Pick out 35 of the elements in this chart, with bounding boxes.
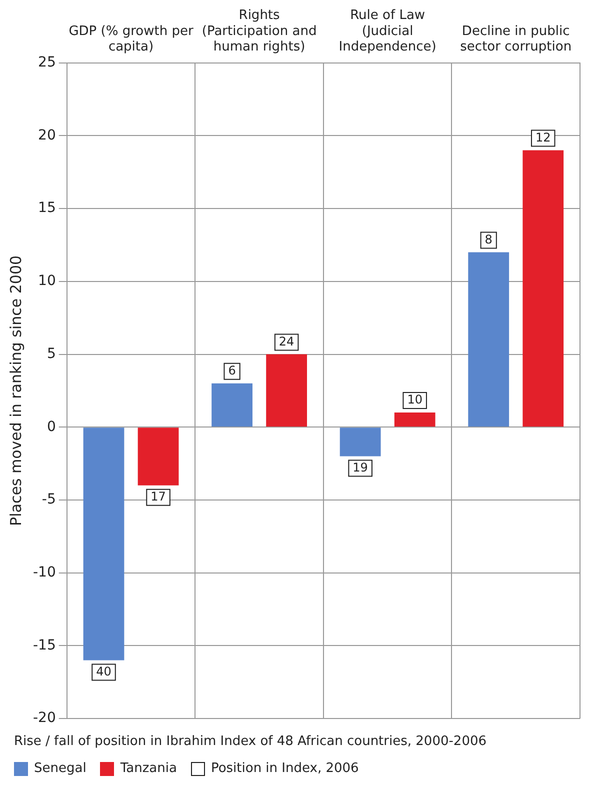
x-tick-label: Rule of Law (Judicial Independence)	[338, 8, 436, 54]
legend-label: Tanzania	[119, 761, 177, 776]
bar	[340, 428, 381, 456]
y-tick-label: 25	[38, 54, 56, 70]
annotation: 19	[352, 460, 368, 474]
y-tick-label: -15	[32, 637, 56, 654]
y-tick-label: -5	[42, 492, 56, 508]
bar	[83, 428, 124, 660]
annotation: 8	[484, 232, 492, 246]
x-tick-label: Decline in public sector corruption	[460, 24, 572, 54]
bar	[138, 428, 179, 486]
y-tick-label: -10	[32, 564, 56, 581]
y-tick-label: 10	[38, 273, 56, 290]
y-tick-label: 20	[38, 127, 56, 144]
y-tick-label: 5	[46, 346, 56, 362]
annotation: 24	[278, 334, 294, 348]
x-tick-label: Rights (Participation and human rights)	[202, 8, 317, 54]
x-tick-label: GDP (% growth per capita)	[68, 24, 194, 54]
bar	[522, 150, 564, 427]
y-tick-label: -20	[32, 710, 56, 726]
bar	[266, 354, 307, 427]
bar	[468, 252, 510, 427]
annotation: 12	[535, 130, 551, 144]
text: Position in Index, 2006	[210, 761, 359, 776]
y-tick-label: 0	[46, 418, 56, 435]
bar	[212, 383, 252, 427]
annotation: 17	[150, 490, 166, 504]
y-tick-label: 15	[38, 200, 56, 216]
y-axis-title: Places moved in ranking since 2000	[6, 255, 25, 526]
annotation: 40	[96, 664, 112, 678]
x-axis-title: Rise / fall of position in Ibrahim Index of 48 African countries, 2000-2006	[14, 734, 488, 749]
legend-label: Senegal	[33, 761, 86, 776]
annotation: 10	[407, 392, 422, 407]
annotation: 6	[228, 364, 236, 378]
bar	[394, 412, 436, 427]
